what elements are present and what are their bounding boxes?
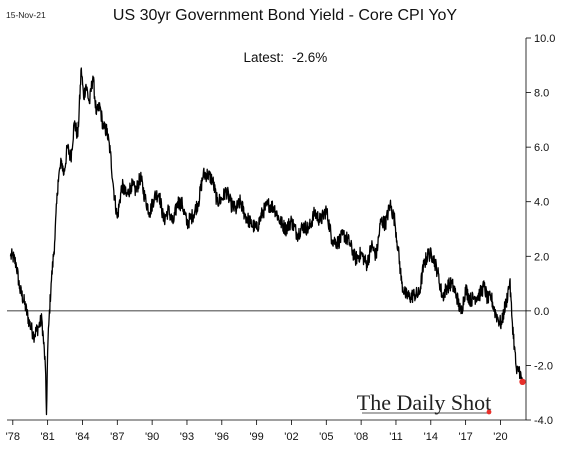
date-stamp: 15-Nov-21: [6, 10, 46, 20]
x-tick-label: '08: [354, 431, 368, 443]
x-tick-label: '90: [145, 431, 159, 443]
x-tick-label: '17: [458, 431, 472, 443]
x-tick-label: '99: [249, 431, 263, 443]
x-tick-label: '78: [6, 431, 20, 443]
y-tick-label: 6.0: [534, 142, 549, 154]
x-tick-label: '11: [389, 431, 403, 443]
x-tick-label: '93: [180, 431, 194, 443]
y-tick-label: 0.0: [534, 306, 549, 318]
y-tick-label: 8.0: [534, 88, 549, 100]
y-tick-label: 10.0: [534, 33, 555, 45]
x-tick-label: '81: [40, 431, 54, 443]
x-tick-label: '84: [75, 431, 89, 443]
series-line: [9, 67, 524, 416]
y-tick-label: -2.0: [534, 360, 553, 372]
x-tick-label: '87: [110, 431, 124, 443]
watermark-text: The Daily Shot: [357, 390, 491, 415]
y-tick-label: 4.0: [534, 197, 549, 209]
chart-title: US 30yr Government Bond Yield - Core CPI…: [113, 7, 458, 24]
x-tick-label: '02: [284, 431, 298, 443]
latest-label: Latest:: [243, 50, 284, 65]
watermark-dot: [486, 409, 492, 415]
x-tick-label: '20: [493, 431, 507, 443]
latest-value: -2.6%: [292, 50, 327, 65]
watermark: The Daily Shot: [357, 390, 492, 415]
series-layer: [9, 67, 526, 416]
axes: -4.0 -2.0 0.0 2.0 4.0 6.0 8.0 10.0 '78 '81 '84 '87 '…: [6, 33, 556, 443]
y-tick-label: -4.0: [534, 415, 553, 427]
latest-point-marker: [519, 378, 526, 385]
x-tick-label: '96: [215, 431, 229, 443]
x-tick-label: '05: [319, 431, 333, 443]
x-tick-label: '14: [424, 431, 438, 443]
y-tick-label: 2.0: [534, 251, 549, 263]
